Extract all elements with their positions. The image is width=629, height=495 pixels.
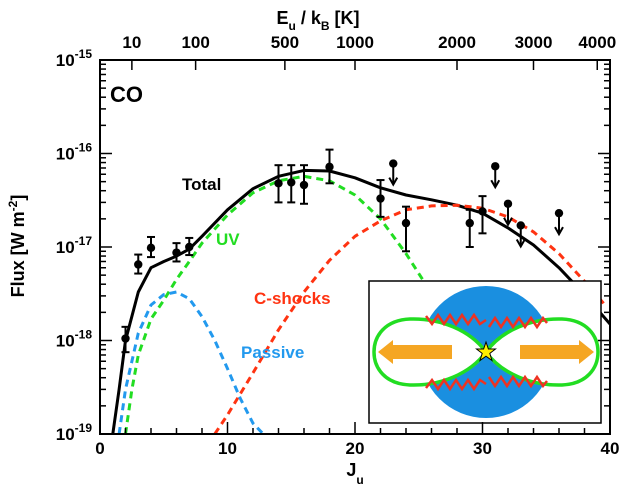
y-axis-title-sup: -2 <box>6 200 20 211</box>
upper-limit-arrow <box>388 177 399 187</box>
star-icon <box>475 340 497 362</box>
top-axis-title-e-sub: u <box>288 19 295 33</box>
top-axis-title-end: [K] <box>330 8 360 28</box>
x-tick-label: 0 <box>95 439 104 458</box>
shock-bottom-left-icon <box>425 377 487 392</box>
y-tick-label: 10-19 <box>56 421 93 444</box>
top-axis-title-mid: / k <box>296 8 322 28</box>
y-tick-label: 10-16 <box>56 141 93 164</box>
observations-layer <box>121 148 564 354</box>
series-label-total: Total <box>182 175 221 194</box>
top-axis-title: Eu / kB [K] <box>276 8 359 33</box>
data-point <box>185 242 194 252</box>
data-point <box>134 260 143 269</box>
data-point <box>172 248 181 257</box>
series-line-uv <box>124 174 446 434</box>
data-point <box>465 218 474 228</box>
jet-right-arrow-icon <box>520 340 594 364</box>
data-point <box>401 218 411 228</box>
data-point <box>376 194 385 203</box>
shock-top-left-icon <box>425 312 487 327</box>
series-label-cshocks: C-shocks <box>254 289 331 308</box>
y-axis-title-end: ] <box>8 195 28 201</box>
top-axis-title-k-sub: B <box>321 19 330 33</box>
top-tick-label: 4000 <box>578 33 616 52</box>
data-point <box>478 207 487 216</box>
y-axis-title-main: Flux [W m <box>8 211 28 297</box>
axes-layer: 0 10 20 30 40 10 100 500 1000 2000 3000 4000 10-19 10… <box>56 33 620 458</box>
inset-schematic <box>368 280 602 424</box>
upper-limit-arrow <box>515 238 526 249</box>
top-tick-label: 3000 <box>515 33 553 52</box>
data-point <box>146 243 156 253</box>
jet-left-arrow-icon <box>378 340 452 364</box>
y-tick-label: 10-15 <box>56 47 93 70</box>
data-point <box>274 179 283 188</box>
shock-top-right-icon <box>487 315 548 330</box>
series-line-passive <box>117 290 265 434</box>
data-point <box>299 180 309 190</box>
data-point <box>121 334 130 343</box>
data-point <box>287 178 296 187</box>
y-tick-label: 10-18 <box>56 328 93 351</box>
x-tick-label: 20 <box>346 439 365 458</box>
top-tick-label: 1000 <box>336 33 374 52</box>
data-point <box>325 162 334 172</box>
series-label-uv: UV <box>216 230 240 249</box>
upper-limit-arrow <box>490 179 501 190</box>
x-tick-label: 40 <box>601 439 620 458</box>
panel-label: CO <box>110 82 143 107</box>
x-axis-title-sub: u <box>356 473 363 487</box>
upper-limit-arrow <box>503 217 513 227</box>
top-axis-title-e: E <box>276 8 288 28</box>
x-axis-title-main: J <box>346 460 356 480</box>
top-tick-label: 10 <box>122 33 141 52</box>
y-tick-label: 10-17 <box>56 234 93 257</box>
series-label-passive: Passive <box>241 343 304 362</box>
x-tick-label: 30 <box>473 439 492 458</box>
top-tick-label: 500 <box>271 33 299 52</box>
upper-limit-arrow <box>554 226 564 237</box>
shock-bottom-right-icon <box>487 374 548 389</box>
x-axis-title: Ju <box>346 460 363 487</box>
y-axis-title: Flux [W m-2] <box>6 195 28 298</box>
top-tick-label: 2000 <box>438 33 476 52</box>
top-tick-label: 100 <box>181 33 209 52</box>
x-tick-label: 10 <box>218 439 237 458</box>
